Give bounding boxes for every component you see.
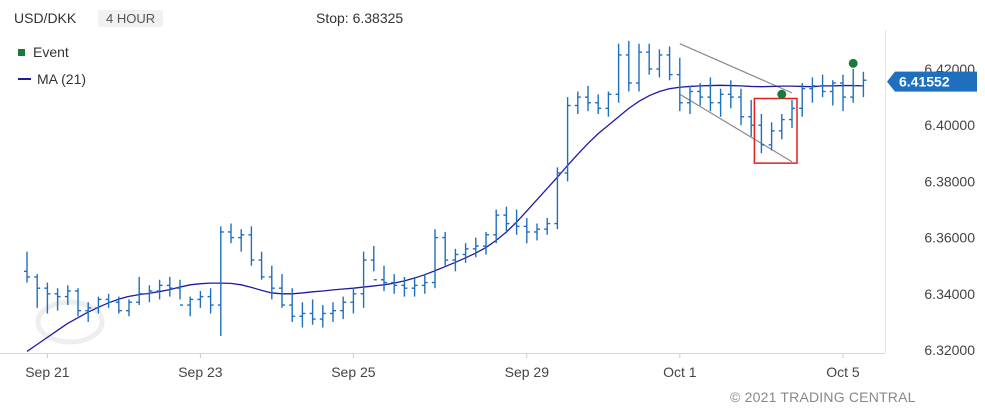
channel-lower-line: [679, 93, 793, 163]
ma-line-icon: [18, 78, 31, 81]
legend-ma: MA (21): [18, 71, 86, 87]
channel-upper-line: [679, 43, 793, 94]
x-tick-label: Oct 1: [663, 364, 697, 380]
last-price-badge: [895, 71, 977, 92]
x-tick-label: Oct 5: [826, 364, 860, 380]
legend-event-label: Event: [33, 44, 69, 60]
last-price-pointer: [887, 71, 895, 92]
y-tick-label: 6.36000: [924, 230, 975, 246]
legend-event: Event: [18, 44, 69, 60]
symbol-label: USD/DKK: [14, 10, 77, 26]
y-tick-label: 6.38000: [924, 173, 975, 189]
event-square-icon: [18, 48, 25, 56]
x-tick-label: Sep 23: [178, 364, 223, 380]
event-marker: [777, 89, 787, 99]
x-tick-label: Sep 21: [25, 364, 70, 380]
timeframe-badge[interactable]: 4 HOUR: [98, 10, 164, 27]
x-tick-label: Sep 25: [331, 364, 376, 380]
stop-label: Stop: 6.38325: [316, 10, 404, 26]
last-price-label: 6.41552: [899, 74, 950, 90]
y-tick-label: 6.32000: [924, 342, 975, 358]
legend-ma-label: MA (21): [37, 71, 87, 87]
y-tick-label: 6.34000: [924, 286, 975, 302]
highlight-box: [753, 97, 798, 164]
y-tick-label: 6.40000: [924, 117, 975, 133]
copyright-text: © 2021 TRADING CENTRAL: [730, 389, 916, 405]
ma-series-line: [26, 84, 864, 352]
watermark-logo-icon: [35, 299, 105, 345]
event-marker: [848, 58, 858, 68]
x-tick-label: Sep 29: [505, 364, 550, 380]
